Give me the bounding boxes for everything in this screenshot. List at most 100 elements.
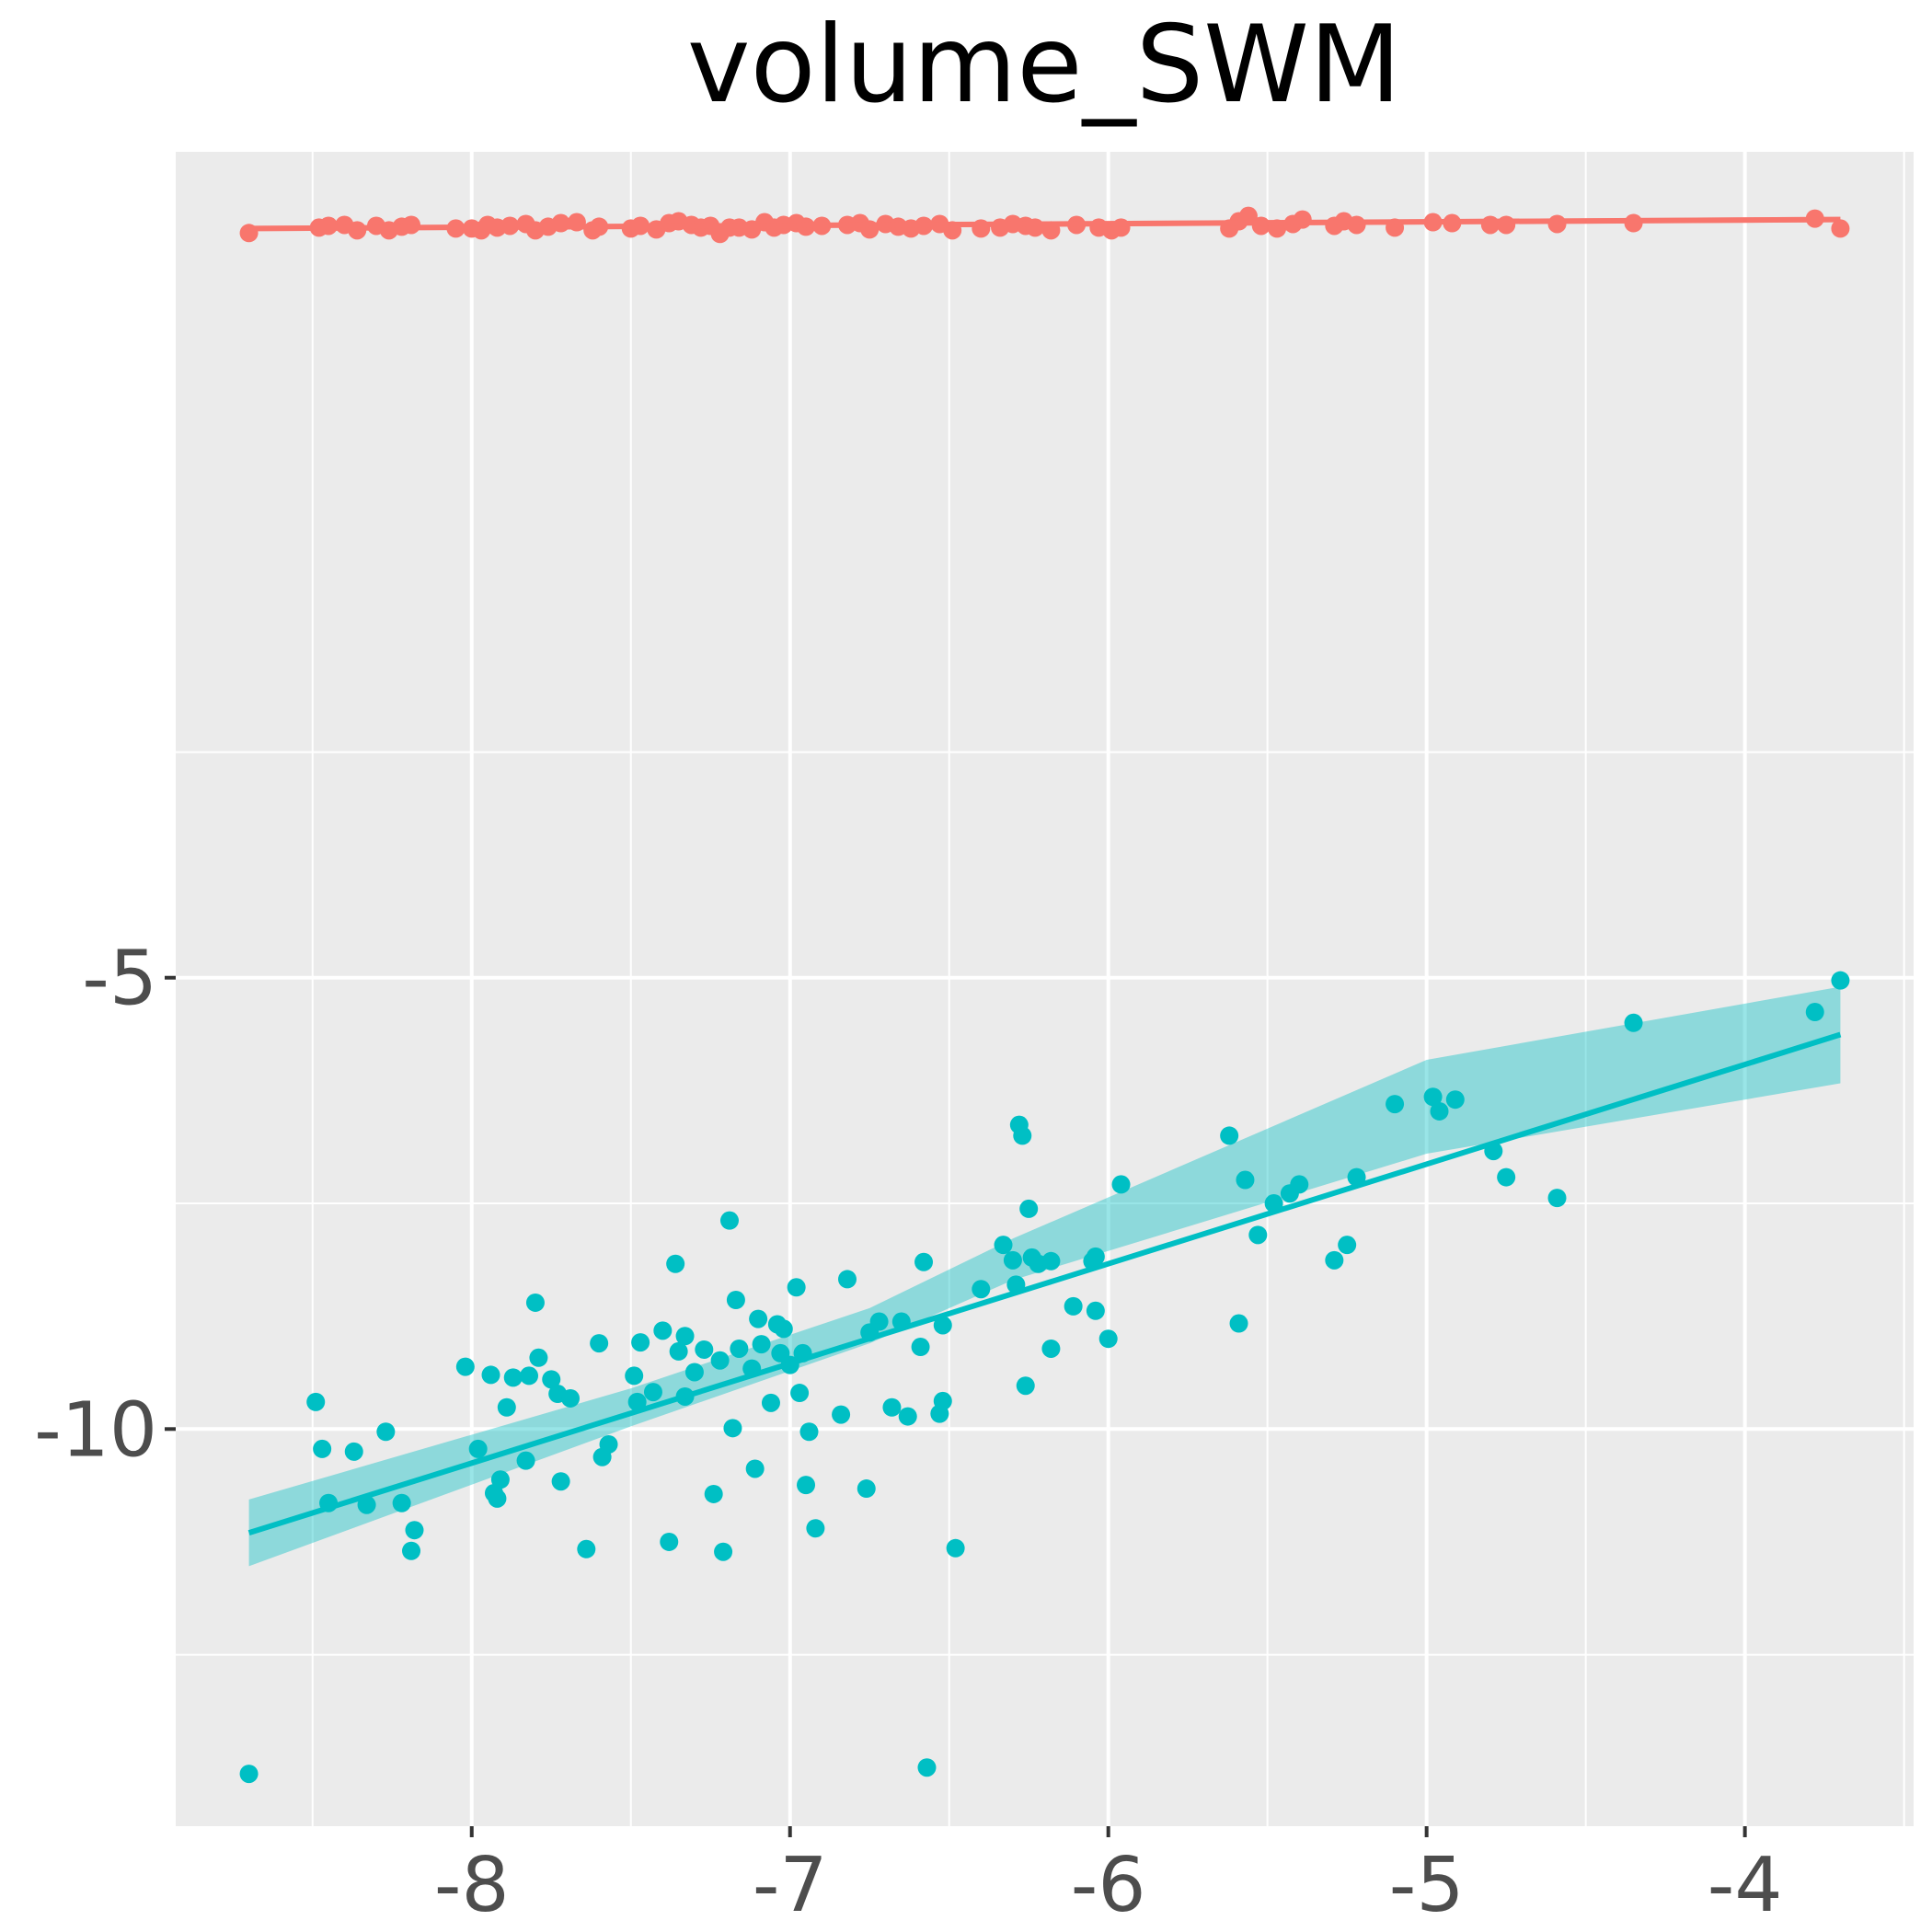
data-point: [306, 1392, 326, 1411]
data-point: [1019, 1199, 1039, 1218]
data-point: [631, 1333, 650, 1352]
data-point: [542, 1370, 561, 1389]
data-point: [497, 1397, 516, 1417]
data-point: [1229, 1314, 1248, 1333]
data-point: [590, 1334, 609, 1353]
x-tick-label: -6: [1071, 1842, 1146, 1929]
fit-lines: [247, 216, 1842, 1535]
data-point: [516, 1451, 535, 1470]
data-point: [627, 1392, 647, 1411]
data-point: [1041, 1251, 1061, 1271]
data-point: [666, 1254, 685, 1273]
data-point: [1086, 1301, 1105, 1320]
major-gridlines: [176, 152, 1914, 1826]
data-point: [695, 1340, 714, 1359]
data-point: [529, 1348, 548, 1367]
data-point: [660, 1532, 679, 1551]
data-point: [669, 1341, 688, 1361]
data-point: [933, 1316, 952, 1335]
data-point: [1290, 1175, 1309, 1194]
data-point: [1805, 1003, 1824, 1022]
data-point: [933, 1391, 952, 1410]
data-point: [392, 1493, 411, 1512]
data-point: [749, 1309, 768, 1328]
data-point: [1624, 1013, 1643, 1032]
data-point: [239, 1765, 259, 1784]
data-point: [599, 1434, 618, 1454]
data-point: [730, 1339, 749, 1358]
data-point: [1831, 971, 1850, 990]
data-point: [714, 1542, 733, 1561]
x-tick-label: -4: [1708, 1842, 1783, 1929]
data-point: [774, 1319, 793, 1339]
data-point: [911, 1338, 930, 1357]
data-point: [490, 1470, 510, 1489]
data-point: [1086, 1247, 1105, 1266]
data-point: [719, 1211, 739, 1230]
confidence-band-2: [248, 986, 1841, 1567]
data-point: [1430, 1101, 1449, 1121]
data-point: [797, 1476, 816, 1495]
data-point: [684, 1363, 704, 1382]
data-point: [806, 1519, 825, 1538]
data-point: [481, 1365, 500, 1385]
data-point: [1338, 1236, 1357, 1255]
plot-panel: [176, 152, 1914, 1826]
data-point: [994, 1236, 1013, 1255]
data-point: [1497, 215, 1516, 235]
data-point: [405, 1521, 424, 1540]
data-point: [704, 1484, 723, 1503]
data-point: [455, 1357, 475, 1376]
data-point: [898, 1407, 917, 1426]
axes: -8 -7 -6 -5 -4 -5 -10: [34, 936, 1782, 1929]
data-point: [857, 1479, 876, 1499]
data-point: [1293, 210, 1312, 229]
data-point: [1547, 1189, 1567, 1208]
data-point: [1220, 1126, 1239, 1145]
data-point: [1497, 1167, 1516, 1187]
data-point: [1016, 1376, 1035, 1396]
data-point: [723, 1419, 742, 1438]
data-point: [643, 1383, 662, 1402]
data-point: [1325, 1250, 1344, 1270]
fit-line-1: [248, 216, 1841, 232]
data-point: [726, 1291, 745, 1309]
data-point: [1041, 1339, 1061, 1358]
data-point: [675, 1327, 695, 1346]
data-point: [503, 1368, 523, 1387]
data-point: [799, 1422, 819, 1442]
data-point: [745, 1459, 765, 1478]
data-point: [561, 1388, 581, 1408]
x-tick-label: -7: [753, 1842, 828, 1929]
data-point: [914, 1252, 934, 1271]
data-point: [761, 1393, 780, 1412]
data-point: [376, 1422, 396, 1442]
data-point: [1003, 1250, 1022, 1270]
data-point: [1026, 218, 1045, 237]
data-point: [1236, 1170, 1255, 1190]
data-point: [972, 1280, 991, 1299]
data-point: [869, 1312, 889, 1331]
data-point: [882, 1397, 902, 1417]
data-point: [577, 1539, 596, 1558]
data-point: [837, 1270, 857, 1289]
data-point: [344, 1442, 363, 1461]
data-point: [625, 1366, 644, 1386]
data-point: [752, 1335, 771, 1354]
fit-line-2: [247, 1031, 1842, 1535]
y-tick-label: -10: [34, 1386, 157, 1474]
data-point: [1251, 216, 1271, 236]
data-point: [946, 1538, 965, 1558]
data-point: [525, 1293, 545, 1312]
data-point: [787, 1278, 806, 1297]
data-point: [520, 1366, 539, 1386]
data-point: [1480, 215, 1500, 235]
data-point: [1098, 1329, 1118, 1349]
data-point: [1423, 1087, 1443, 1107]
data-point: [917, 1758, 937, 1777]
data-point: [1248, 1225, 1268, 1245]
data-point: [790, 1384, 810, 1403]
x-tick-label: -8: [434, 1842, 510, 1929]
data-point: [653, 1321, 673, 1340]
